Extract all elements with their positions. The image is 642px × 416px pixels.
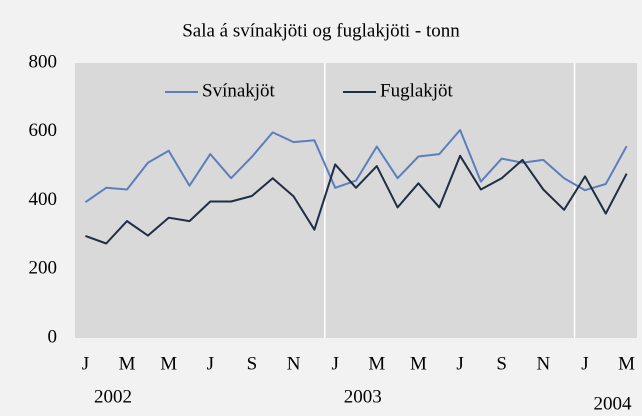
x-tick-label: N <box>536 353 550 374</box>
x-tick-label: M <box>410 353 427 374</box>
series-line <box>84 129 628 204</box>
year-label: 2002 <box>94 386 132 407</box>
x-tick-label: M <box>119 353 136 374</box>
x-tick-label: J <box>581 353 588 374</box>
y-tick-label: 600 <box>29 120 58 141</box>
y-tick-label: 0 <box>48 326 58 347</box>
year-label: 2003 <box>344 386 382 407</box>
x-tick-label: J <box>82 353 89 374</box>
x-tick-label: M <box>368 353 385 374</box>
plot-area <box>75 63 637 338</box>
x-tick-label: J <box>207 353 214 374</box>
legend-label: Fuglakjöt <box>380 80 454 101</box>
x-tick-label: J <box>456 353 463 374</box>
x-tick-label: S <box>247 353 258 374</box>
x-tick-label: M <box>160 353 177 374</box>
x-tick-label: J <box>331 353 338 374</box>
x-tick-label: M <box>618 353 635 374</box>
legend-label: Svínakjöt <box>202 80 276 101</box>
chart-title: Sala á svínakjöti og fuglakjöti - tonn <box>182 20 460 41</box>
x-tick-label: N <box>287 353 301 374</box>
x-tick-label: S <box>496 353 507 374</box>
year-label: 2004 <box>594 393 633 414</box>
y-tick-label: 800 <box>29 51 58 72</box>
y-tick-label: 200 <box>29 258 58 279</box>
y-tick-label: 400 <box>29 189 58 210</box>
series-line <box>85 154 628 245</box>
